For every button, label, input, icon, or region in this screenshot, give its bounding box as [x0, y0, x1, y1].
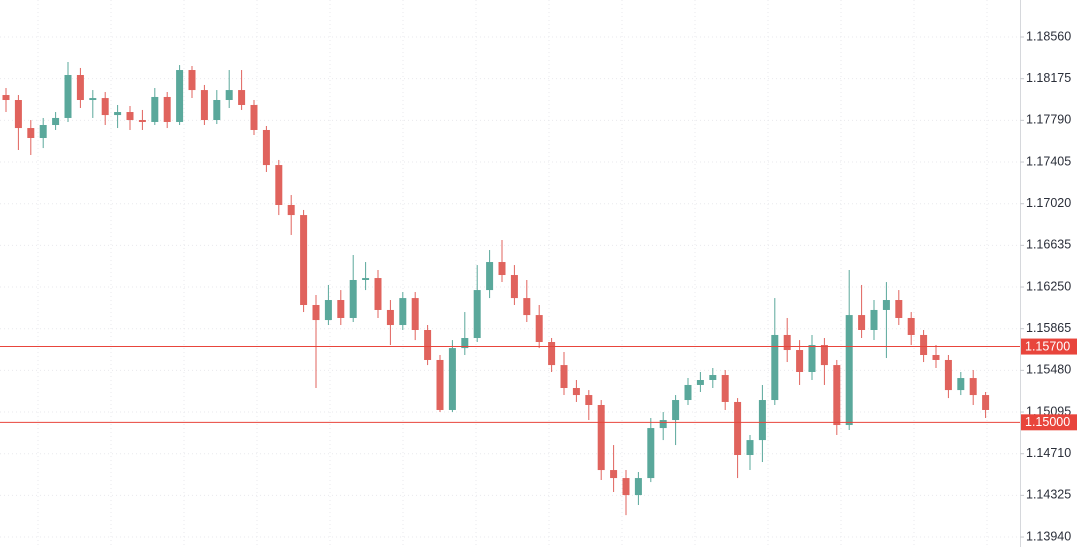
y-tick-label: 1.17790 — [1026, 113, 1071, 127]
candle-body — [275, 165, 283, 205]
candle-body — [64, 75, 72, 118]
candle-body — [386, 309, 394, 326]
candle-body — [523, 298, 531, 316]
candle-body — [188, 70, 196, 91]
candle-body — [746, 440, 754, 456]
candle-body — [225, 90, 233, 101]
candle-body — [895, 300, 903, 318]
y-tick-label: 1.16250 — [1026, 279, 1071, 293]
price-label-box — [1021, 338, 1077, 355]
candle-body — [114, 112, 122, 116]
candle-body — [52, 117, 60, 126]
candle-body — [560, 365, 568, 389]
candle-body — [510, 275, 518, 299]
candle-body — [783, 334, 791, 351]
candle-body — [14, 100, 22, 129]
candle-body — [374, 278, 382, 310]
candle-body — [982, 395, 990, 410]
candle-body — [362, 278, 370, 280]
candle-body — [696, 379, 704, 385]
candle-body — [796, 350, 804, 372]
candle-body — [250, 104, 258, 130]
candle-body — [845, 315, 853, 426]
candle-body — [622, 478, 630, 496]
candle-body — [349, 279, 357, 318]
candle-body — [424, 329, 432, 360]
candle-body — [920, 334, 928, 355]
candle-body — [684, 384, 692, 401]
candle-body — [126, 112, 134, 121]
candle-body — [932, 354, 940, 360]
y-tick-label: 1.14325 — [1026, 488, 1071, 502]
candle-body — [907, 317, 915, 335]
candle-body — [89, 98, 97, 101]
candle-body — [486, 262, 494, 291]
candle-body — [262, 129, 270, 166]
candle-body — [734, 401, 742, 456]
y-tick-label: 1.16635 — [1026, 238, 1071, 252]
candle-body — [200, 90, 208, 121]
candle-body — [39, 125, 47, 138]
candle-body — [647, 428, 655, 479]
candle-body — [969, 378, 977, 396]
candle-body — [238, 90, 246, 105]
candle-body — [138, 120, 146, 122]
candle-body — [808, 345, 816, 372]
candle-body — [473, 290, 481, 339]
candle-body — [634, 478, 642, 496]
y-tick-label: 1.17405 — [1026, 154, 1071, 168]
price-label: 1.15700 — [1025, 339, 1070, 353]
candle-body — [721, 375, 729, 402]
candle-body — [597, 405, 605, 471]
candle-body — [585, 395, 593, 406]
price-label-box — [1021, 414, 1077, 431]
candle-body — [882, 300, 890, 310]
candle-body — [448, 348, 456, 410]
y-tick-label: 1.15865 — [1026, 321, 1071, 335]
candle-body — [76, 75, 84, 101]
candle-body — [163, 96, 171, 122]
candle-body — [337, 300, 345, 318]
candle-body — [944, 359, 952, 391]
candle-body — [27, 128, 35, 138]
y-tick-label: 1.17020 — [1026, 196, 1071, 210]
y-tick-label: 1.15480 — [1026, 363, 1071, 377]
candle-body — [758, 400, 766, 441]
candle-body — [461, 338, 469, 349]
candle-body — [870, 309, 878, 330]
candle-body — [672, 400, 680, 421]
y-tick-label: 1.14710 — [1026, 446, 1071, 460]
candle-body — [858, 315, 866, 330]
candle-body — [101, 98, 109, 116]
candle-body — [324, 300, 332, 321]
candle-body — [820, 345, 828, 366]
candle-body — [572, 388, 580, 396]
candle-body — [771, 334, 779, 401]
y-tick-label: 1.13940 — [1026, 529, 1071, 543]
y-tick-label: 1.18175 — [1026, 71, 1071, 85]
price-label: 1.15000 — [1025, 415, 1070, 429]
candle-body — [957, 378, 965, 391]
candle-body — [610, 470, 618, 479]
candle-body — [300, 215, 308, 305]
candle-body — [548, 342, 556, 366]
candle-body — [659, 420, 667, 429]
candle-body — [2, 95, 10, 101]
candle-body — [833, 365, 841, 426]
candle-body — [312, 304, 320, 321]
candle-body — [535, 315, 543, 343]
candle-body — [411, 298, 419, 330]
candle-body — [436, 359, 444, 410]
candle-body — [709, 375, 717, 380]
candle-body — [287, 204, 295, 216]
candle-body — [151, 96, 159, 122]
candle-body — [498, 262, 506, 276]
candle-body — [399, 298, 407, 326]
candle-body — [213, 100, 221, 121]
candle-body — [176, 70, 184, 122]
y-tick-label: 1.18560 — [1026, 29, 1071, 43]
